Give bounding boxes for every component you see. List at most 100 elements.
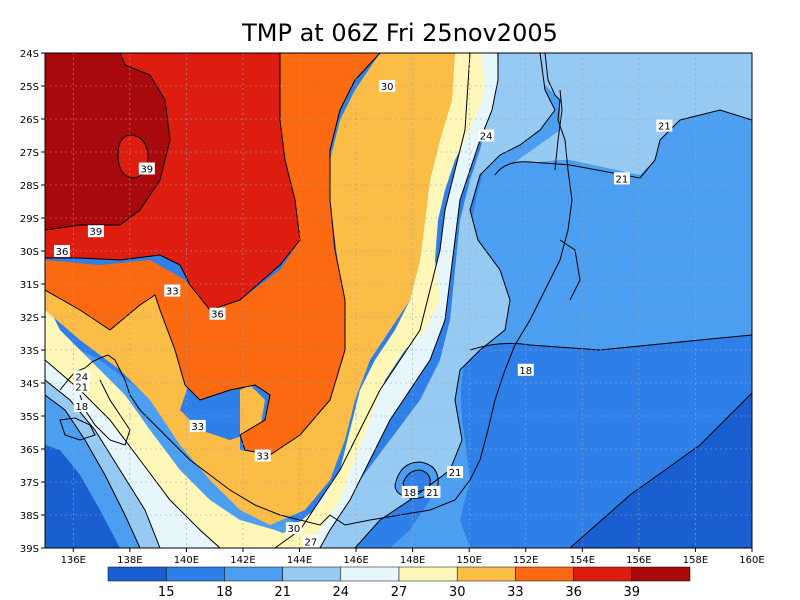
colorbar-tick-label: 36 (565, 585, 582, 600)
contour-label-text: 33 (166, 287, 179, 298)
contour-label: 21 (73, 380, 90, 393)
band-24-27-west (45, 380, 160, 548)
contour-label-text: 24 (480, 132, 493, 143)
lon-tick-label: 158E (683, 555, 708, 566)
contour-label: 39 (87, 225, 104, 238)
lon-tick-label: 150E (456, 555, 481, 566)
band-36-39 (45, 53, 380, 455)
colorbar-tick-label: 39 (624, 585, 641, 600)
contour-label-text: 30 (381, 82, 394, 93)
contour-label-bg (164, 284, 181, 297)
contour-label-text: 18 (519, 366, 532, 377)
band-18-21-east (460, 335, 752, 548)
contour-label-text: 33 (256, 452, 269, 463)
band-15-18-southeast (570, 393, 752, 548)
band-30-33-west (45, 300, 300, 548)
contour-label-bg (209, 307, 226, 320)
colorbar-swatch (398, 566, 458, 582)
colorbar-tick-label: 27 (391, 585, 408, 600)
contour-label: 36 (209, 307, 226, 321)
contour-label-bg (73, 400, 90, 413)
contour-label-text: 36 (211, 310, 224, 321)
coastline (59, 53, 581, 526)
contour-label: 18 (401, 485, 418, 499)
colorbar-tick-label: 18 (216, 585, 233, 600)
lat-tick-label: 28S (20, 181, 39, 192)
lon-tick-label: 156E (626, 555, 651, 566)
contour-label: 36 (53, 245, 70, 258)
colorbar-swatch (631, 566, 691, 582)
contour-label: 18 (73, 400, 90, 413)
lon-tick-label: 138E (117, 555, 142, 566)
contour-label: 21 (447, 466, 464, 479)
colorbar-swatch (224, 566, 283, 582)
lat-tick-label: 34S (20, 379, 39, 390)
colorbar-tick-label: 33 (507, 585, 524, 600)
lat-tick-label: 39S (20, 544, 39, 555)
contour-label-bg (138, 162, 155, 175)
lon-tick-label: 136E (61, 555, 86, 566)
contour-label-text: 24 (75, 372, 88, 383)
contour-label-bg (73, 380, 90, 393)
contour-label: 27 (302, 535, 319, 548)
colorbar-swatch (282, 566, 342, 582)
contour-label-text: 21 (616, 174, 629, 185)
contour-label-text: 36 (56, 247, 69, 258)
lon-tick-label: 152E (513, 555, 538, 566)
contour-label-text: 21 (658, 122, 671, 133)
lat-tick-label: 32S (20, 313, 39, 324)
contour-label: 30 (379, 80, 396, 93)
band-24-27-north (490, 53, 752, 180)
contour-label-bg (517, 363, 534, 376)
contour-label-bg (379, 80, 396, 92)
contour-label-text: 27 (304, 537, 317, 548)
contour-label: 24 (478, 129, 495, 143)
contour-label-text: 18 (403, 488, 416, 499)
band-33-36 (45, 53, 455, 525)
contour-label: 18 (517, 363, 534, 377)
contour-label: 21 (613, 172, 630, 185)
contour-label-bg (478, 129, 495, 142)
contour-label-bg (613, 172, 630, 185)
band-21-24-east (457, 161, 752, 350)
lat-tick-label: 29S (20, 214, 39, 225)
contour-label: 30 (285, 522, 302, 535)
colorbar-tick-label: 24 (333, 585, 350, 600)
colorbar-tick-label: 30 (449, 585, 466, 600)
contour-label: 33 (164, 284, 181, 298)
contour-label-bg (656, 119, 673, 132)
lon-tick-label: 148E (400, 555, 425, 566)
contour-label: 21 (424, 485, 441, 499)
colorbar-tick-label: 15 (158, 585, 175, 600)
contour-label-text: 21 (75, 382, 88, 393)
colorbar-swatch (340, 566, 400, 582)
lat-tick-label: 33S (20, 346, 39, 357)
contour-label-bg (447, 466, 464, 479)
colorbar-swatch (515, 566, 574, 582)
contour-label-bg (53, 245, 70, 257)
contour-label: 21 (656, 119, 673, 133)
contour-label-bg (87, 225, 104, 238)
lon-tick-label: 144E (287, 555, 312, 566)
lon-tick-label: 140E (174, 555, 199, 566)
colorbar-swatch (165, 566, 225, 582)
colorbar-tick-label: 21 (274, 585, 291, 600)
colorbar-swatch (573, 566, 633, 582)
contour-label-bg (302, 535, 319, 548)
contour-label-bg (189, 419, 206, 432)
lon-tick-label: 146E (343, 555, 368, 566)
contour-label-bg (401, 485, 418, 498)
colorbar-swatch (456, 566, 516, 582)
contour-label-text: 39 (90, 227, 103, 238)
lat-tick-label: 38S (20, 511, 39, 522)
lon-tick-label: 160E (739, 555, 764, 566)
lat-tick-label: 36S (20, 445, 39, 456)
contour-label-bg (254, 449, 271, 462)
contour-label-text: 33 (191, 422, 204, 433)
map-title: TMP at 06Z Fri 25nov2005 (241, 19, 558, 47)
contour-label-bg (73, 370, 90, 383)
contour-label-text: 18 (75, 402, 88, 413)
contour-label-bg (424, 485, 441, 498)
